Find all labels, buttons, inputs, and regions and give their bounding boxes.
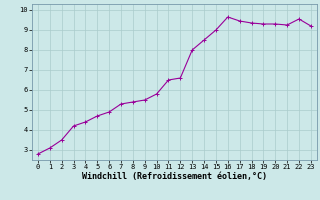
X-axis label: Windchill (Refroidissement éolien,°C): Windchill (Refroidissement éolien,°C) <box>82 172 267 181</box>
